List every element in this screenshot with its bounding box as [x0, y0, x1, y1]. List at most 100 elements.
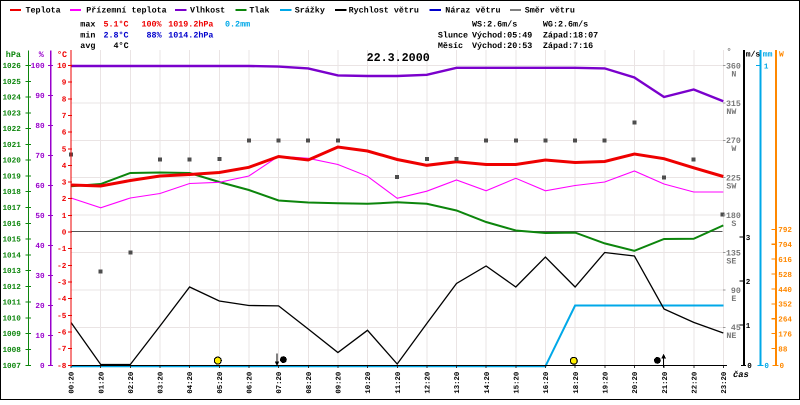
- svg-text:Tlak: Tlak: [249, 5, 269, 15]
- svg-text:0.2mm: 0.2mm: [225, 20, 250, 30]
- svg-text:360: 360: [726, 62, 741, 71]
- svg-text:1: 1: [764, 63, 769, 71]
- svg-text:3: 3: [62, 179, 67, 188]
- svg-text:16:20: 16:20: [543, 372, 551, 394]
- svg-text:-2: -2: [57, 262, 67, 271]
- svg-text:2.8°C: 2.8°C: [103, 31, 128, 41]
- svg-text:15:20: 15:20: [514, 372, 522, 394]
- svg-text:176: 176: [778, 331, 792, 340]
- svg-text:05:20: 05:20: [217, 372, 225, 394]
- svg-text:09:20: 09:20: [336, 372, 344, 394]
- svg-text:01:20: 01:20: [98, 372, 106, 394]
- svg-text:264: 264: [778, 316, 792, 325]
- svg-text:180: 180: [726, 212, 741, 221]
- svg-text:Východ:05:49: Východ:05:49: [472, 31, 532, 41]
- svg-text:1: 1: [62, 212, 67, 221]
- svg-text:20: 20: [35, 302, 45, 311]
- svg-text:0: 0: [40, 362, 45, 371]
- svg-text:1009: 1009: [2, 330, 21, 339]
- svg-text:4°C: 4°C: [114, 41, 129, 51]
- svg-text:Přízemní teplota: Přízemní teplota: [86, 5, 166, 15]
- svg-text:-4: -4: [57, 295, 67, 304]
- svg-text:0: 0: [747, 362, 752, 371]
- svg-text:max: max: [80, 20, 95, 30]
- svg-text:03:20: 03:20: [158, 372, 166, 394]
- svg-text:88: 88: [778, 345, 788, 354]
- svg-text:06:20: 06:20: [247, 372, 255, 394]
- svg-text:80: 80: [35, 122, 45, 131]
- svg-text:135: 135: [726, 249, 741, 258]
- svg-text:W: W: [731, 145, 736, 154]
- svg-text:Slunce: Slunce: [438, 31, 468, 41]
- svg-text:S: S: [731, 220, 736, 229]
- svg-text:6: 6: [62, 129, 67, 138]
- svg-text:100%: 100%: [141, 20, 162, 30]
- svg-text:50: 50: [35, 212, 45, 221]
- svg-text:14:20: 14:20: [484, 372, 492, 394]
- svg-text:Měsíc: Měsíc: [438, 41, 463, 51]
- svg-text:90: 90: [35, 92, 45, 101]
- svg-text:-7: -7: [57, 345, 67, 354]
- svg-text:2: 2: [746, 278, 751, 287]
- svg-text:Rychlost větru: Rychlost větru: [349, 5, 419, 15]
- svg-text:1007: 1007: [2, 362, 21, 371]
- svg-text:100: 100: [31, 62, 45, 71]
- svg-text:1016: 1016: [2, 220, 21, 229]
- svg-text:18:20: 18:20: [573, 372, 581, 394]
- svg-text:1: 1: [746, 323, 751, 331]
- svg-text:°: °: [727, 47, 732, 57]
- svg-text:2: 2: [62, 195, 67, 204]
- svg-text:SE: SE: [726, 257, 736, 266]
- svg-text:60: 60: [35, 182, 45, 191]
- svg-text:min: min: [80, 31, 95, 41]
- svg-text:30: 30: [35, 272, 45, 281]
- svg-text:13:20: 13:20: [454, 372, 462, 394]
- svg-text:-6: -6: [57, 329, 67, 338]
- svg-text:Východ:20:53: Východ:20:53: [472, 41, 532, 51]
- svg-text:00:20: 00:20: [69, 372, 77, 394]
- svg-text:1021: 1021: [2, 141, 21, 150]
- svg-text:5: 5: [62, 145, 67, 154]
- svg-text:7: 7: [62, 112, 67, 121]
- svg-text:Západ:18:07: Západ:18:07: [543, 31, 598, 41]
- svg-text:-3: -3: [57, 279, 67, 288]
- svg-text:19:20: 19:20: [603, 372, 611, 394]
- svg-text:1013: 1013: [2, 267, 21, 276]
- svg-text:528: 528: [778, 271, 792, 280]
- svg-text:-5: -5: [57, 312, 67, 321]
- svg-text:225: 225: [726, 175, 741, 184]
- svg-text:1022: 1022: [2, 125, 21, 134]
- svg-text:0: 0: [780, 362, 785, 371]
- svg-text:1015: 1015: [2, 236, 21, 245]
- svg-text:%: %: [39, 50, 45, 60]
- svg-text:10:20: 10:20: [365, 372, 373, 394]
- svg-text:WG:2.6m/s: WG:2.6m/s: [543, 20, 588, 30]
- svg-text:1023: 1023: [2, 109, 21, 118]
- svg-text:°C: °C: [57, 50, 67, 60]
- svg-text:mm: mm: [763, 51, 773, 60]
- svg-text:Západ:7:16: Západ:7:16: [543, 41, 593, 51]
- svg-text:10: 10: [57, 62, 67, 71]
- svg-text:22.3.2000: 22.3.2000: [367, 51, 430, 65]
- svg-text:792: 792: [778, 226, 792, 235]
- svg-text:3: 3: [746, 234, 751, 243]
- svg-text:04:20: 04:20: [187, 372, 195, 394]
- svg-text:Vlhkost: Vlhkost: [190, 5, 225, 15]
- svg-text:08:20: 08:20: [306, 372, 314, 394]
- svg-text:23:20: 23:20: [721, 372, 729, 394]
- svg-text:m/s: m/s: [746, 51, 761, 60]
- svg-text:hPa: hPa: [6, 50, 21, 60]
- svg-text:NW: NW: [726, 108, 736, 117]
- svg-text:22:20: 22:20: [692, 372, 700, 394]
- svg-text:Náraz větru: Náraz větru: [445, 5, 500, 15]
- svg-text:10: 10: [35, 332, 45, 341]
- svg-text:-8: -8: [57, 362, 67, 371]
- svg-text:Směr větru: Směr větru: [525, 5, 575, 15]
- svg-text:1017: 1017: [2, 204, 21, 213]
- svg-text:avg: avg: [80, 41, 95, 51]
- svg-text:45: 45: [731, 324, 741, 333]
- svg-text:SW: SW: [726, 183, 736, 192]
- svg-text:9: 9: [62, 79, 67, 88]
- svg-text:12:20: 12:20: [425, 372, 433, 394]
- svg-text:1026: 1026: [2, 62, 21, 71]
